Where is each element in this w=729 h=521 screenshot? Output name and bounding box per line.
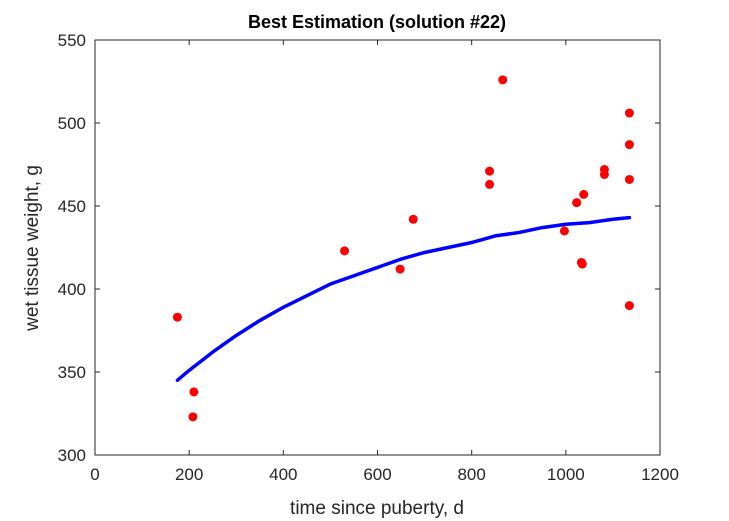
data-point (485, 179, 495, 189)
y-axis-label: wet tissue weight, g (22, 165, 43, 332)
data-point (340, 246, 350, 256)
x-tick-label: 1200 (641, 465, 679, 484)
data-point (624, 301, 634, 311)
data-point (189, 387, 199, 397)
fit-curve-layer (175, 215, 632, 383)
data-point (498, 75, 508, 85)
data-point (624, 174, 634, 184)
plot-background (95, 40, 660, 455)
x-tick-label: 800 (457, 465, 485, 484)
data-point (172, 312, 182, 322)
x-tick-label: 200 (175, 465, 203, 484)
data-point (188, 412, 198, 422)
x-tick-label: 1000 (547, 465, 585, 484)
data-point (395, 264, 405, 274)
x-tick-label: 600 (363, 465, 391, 484)
data-point (572, 198, 582, 208)
y-tick-label: 300 (58, 446, 86, 465)
x-tick-label: 0 (90, 465, 99, 484)
data-point (485, 166, 495, 176)
fit-curve (175, 215, 632, 383)
x-tick-label: 400 (269, 465, 297, 484)
y-tick-label: 450 (58, 197, 86, 216)
data-point (579, 189, 589, 199)
data-point (624, 140, 634, 150)
x-axis: 0 200 400 600 800 1000 1200 (90, 40, 679, 484)
y-tick-label: 400 (58, 280, 86, 299)
data-point (408, 214, 418, 224)
data-point (599, 169, 609, 179)
x-axis-label: time since puberty, d (290, 498, 464, 519)
data-point (559, 226, 569, 236)
data-points-layer (172, 75, 634, 422)
chart-title: Best Estimation (solution #22) (248, 12, 506, 32)
data-point (577, 259, 587, 269)
data-point (624, 108, 634, 118)
y-tick-label: 350 (58, 363, 86, 382)
y-tick-label: 500 (58, 114, 86, 133)
y-axis: 300 350 400 450 500 550 (58, 31, 660, 465)
y-tick-label: 550 (58, 31, 86, 50)
